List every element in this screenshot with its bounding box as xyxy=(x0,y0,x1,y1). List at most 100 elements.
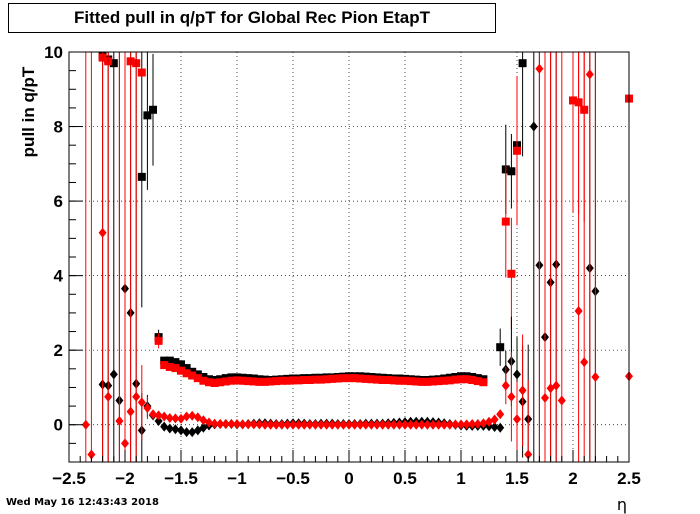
series-3 xyxy=(81,52,633,462)
data-point xyxy=(552,380,561,391)
data-point xyxy=(473,377,482,386)
data-point xyxy=(227,376,236,385)
data-point xyxy=(177,360,185,369)
data-point xyxy=(384,376,393,384)
data-point xyxy=(535,63,544,74)
data-point xyxy=(496,409,505,420)
data-point xyxy=(137,172,146,181)
data-point xyxy=(249,419,258,430)
data-point xyxy=(412,419,421,430)
data-point xyxy=(395,419,404,430)
data-point xyxy=(395,376,404,385)
title-box: Fitted pull in q/pT for Global Rec Pion … xyxy=(8,3,496,33)
chart-title: Fitted pull in q/pT for Global Rec Pion … xyxy=(73,8,431,27)
data-points xyxy=(81,51,633,462)
data-point xyxy=(165,413,174,424)
data-point xyxy=(378,376,387,384)
data-point xyxy=(261,377,269,386)
data-point xyxy=(513,369,521,380)
data-point xyxy=(429,377,437,386)
data-point xyxy=(401,376,409,385)
data-point xyxy=(350,419,359,430)
y-tick-label: 0 xyxy=(54,416,63,435)
data-point xyxy=(137,68,146,77)
data-point xyxy=(339,419,348,430)
data-point xyxy=(518,59,527,68)
x-tick-label: 1 xyxy=(456,469,465,488)
data-point xyxy=(317,375,325,384)
data-point xyxy=(171,358,180,367)
data-point xyxy=(423,419,432,430)
data-point xyxy=(356,419,365,430)
x-tick-label: −1.5 xyxy=(164,469,198,488)
data-point xyxy=(333,374,342,383)
data-point xyxy=(333,419,342,430)
data-point xyxy=(227,418,236,429)
x-tick-label: −0.5 xyxy=(276,469,310,488)
data-point xyxy=(524,449,533,460)
data-point xyxy=(238,419,247,430)
series-1 xyxy=(98,52,633,387)
data-point xyxy=(311,419,320,430)
data-point xyxy=(417,419,426,430)
data-point xyxy=(507,167,516,176)
data-point xyxy=(356,374,365,383)
data-point xyxy=(177,425,185,436)
data-point xyxy=(221,377,230,386)
data-point xyxy=(345,419,353,430)
data-point xyxy=(406,419,415,430)
data-point xyxy=(311,375,320,384)
data-point xyxy=(294,376,303,385)
data-point xyxy=(121,438,129,449)
data-point xyxy=(182,369,191,378)
data-point xyxy=(233,418,241,429)
data-point xyxy=(434,377,443,386)
data-point xyxy=(143,111,152,120)
axis-ticks xyxy=(68,51,630,463)
data-point xyxy=(193,374,202,383)
data-point xyxy=(154,336,163,345)
x-tick-label: −1 xyxy=(227,469,246,488)
data-point xyxy=(81,419,90,430)
data-point xyxy=(406,377,415,386)
data-point xyxy=(412,377,421,386)
data-point xyxy=(473,418,482,429)
x-tick-label: −2.5 xyxy=(52,469,86,488)
tick-labels: −2.5 −2 −1.5 −1 −0.5 0 0.5 1 1.5 2 2.5 0 2 4 6 8 10 xyxy=(44,43,641,488)
x-tick-label: 1.5 xyxy=(505,469,529,488)
data-point xyxy=(322,375,331,384)
x-axis-label: η xyxy=(617,495,627,514)
data-point xyxy=(518,385,527,396)
data-point xyxy=(177,366,185,375)
timestamp: Wed May 16 12:43:43 2018 xyxy=(6,497,159,508)
data-point xyxy=(149,105,157,114)
data-point xyxy=(479,378,488,387)
data-point xyxy=(501,217,510,226)
data-point xyxy=(373,419,381,430)
data-point xyxy=(261,419,269,430)
data-point xyxy=(160,361,169,370)
data-point xyxy=(249,377,258,386)
data-point xyxy=(462,419,471,430)
data-point xyxy=(361,374,370,383)
data-point xyxy=(389,419,398,430)
data-point xyxy=(378,419,387,430)
data-point xyxy=(507,269,516,278)
data-point xyxy=(87,449,96,460)
data-point xyxy=(188,410,197,421)
data-point xyxy=(283,376,292,385)
data-point xyxy=(451,375,460,384)
data-point xyxy=(182,411,191,422)
data-point xyxy=(98,227,107,238)
data-point xyxy=(361,419,370,430)
data-point xyxy=(457,419,465,430)
data-point xyxy=(350,374,359,383)
series-0 xyxy=(98,51,527,384)
data-point xyxy=(115,416,124,426)
data-point xyxy=(569,96,577,105)
data-point xyxy=(345,374,353,383)
data-point xyxy=(171,364,180,373)
data-point xyxy=(266,419,275,430)
data-point xyxy=(188,371,197,380)
x-tick-label: 0.5 xyxy=(393,469,417,488)
